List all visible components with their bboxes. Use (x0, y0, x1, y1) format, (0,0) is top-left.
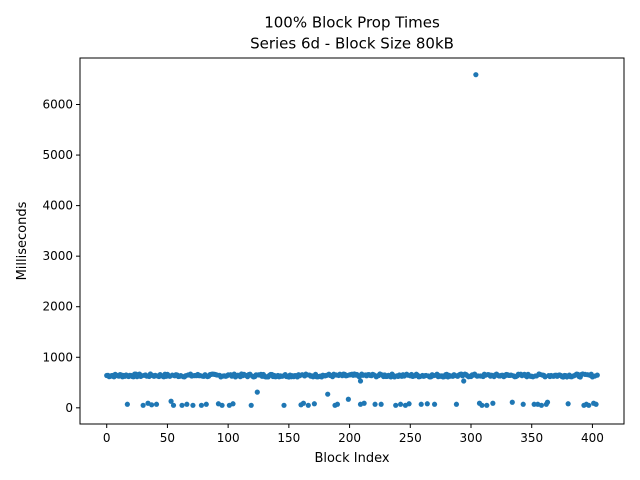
x-tick-label: 350 (520, 431, 543, 445)
data-points-group (104, 72, 600, 408)
data-point (153, 401, 160, 407)
data-point (490, 400, 496, 406)
data-point (424, 401, 430, 407)
data-point (300, 400, 307, 406)
x-tick-label: 0 (103, 431, 111, 445)
data-point (509, 399, 515, 405)
data-point (594, 372, 600, 378)
x-axis-ticks: 0 50 100 150 200 250 300 350 400 (103, 424, 604, 445)
data-point (149, 402, 155, 408)
y-axis-ticks: 0 1000 2000 3000 4000 5000 6000 (42, 98, 80, 415)
x-tick-label: 50 (160, 431, 175, 445)
y-tick-label: 4000 (42, 199, 73, 213)
data-point (334, 401, 341, 407)
data-point (219, 402, 225, 408)
data-point (431, 401, 438, 407)
chart-subtitle: Series 6d - Block Size 80kB (250, 35, 454, 53)
x-tick-label: 200 (338, 431, 361, 445)
x-tick-label: 400 (581, 431, 604, 445)
data-point (230, 401, 236, 407)
x-axis-label: Block Index (314, 451, 389, 466)
data-point (179, 402, 185, 408)
data-point-outlier (345, 396, 351, 402)
data-point (453, 401, 460, 407)
y-tick-label: 2000 (42, 300, 73, 314)
data-point (393, 402, 399, 408)
x-tick-label: 300 (460, 431, 483, 445)
x-tick-label: 150 (277, 431, 300, 445)
y-tick-label: 3000 (42, 249, 73, 263)
data-point-outlier (473, 72, 479, 78)
data-point-outlier (461, 378, 467, 384)
data-point (372, 401, 378, 407)
chart-title: 100% Block Prop Times (264, 14, 440, 32)
y-tick-label: 6000 (42, 98, 73, 112)
data-point (565, 401, 571, 407)
data-point (538, 402, 545, 408)
y-tick-label: 1000 (42, 350, 73, 364)
data-point (140, 402, 146, 408)
plot-area-frame (79, 57, 625, 425)
x-tick-label: 100 (217, 431, 240, 445)
data-point (170, 402, 177, 408)
data-point (124, 401, 130, 407)
y-tick-label: 5000 (42, 148, 73, 162)
data-point (479, 402, 485, 408)
data-point (184, 401, 190, 407)
data-point (281, 402, 287, 408)
data-point (305, 402, 311, 408)
data-point (406, 401, 412, 407)
data-point (198, 402, 205, 408)
data-point (311, 401, 317, 407)
data-point (544, 399, 551, 405)
data-point (190, 402, 196, 408)
y-axis-label: Milliseconds (15, 201, 30, 280)
data-point-outlier (254, 389, 260, 395)
data-point (248, 402, 254, 408)
data-point (520, 401, 526, 407)
data-point (203, 401, 209, 407)
y-tick-label: 0 (65, 401, 73, 415)
x-tick-label: 250 (399, 431, 422, 445)
data-point (397, 401, 404, 407)
data-point (586, 402, 592, 408)
data-point (418, 401, 424, 407)
data-point (531, 401, 537, 407)
data-point-outlier (325, 391, 331, 397)
data-point (593, 401, 599, 407)
data-point-outlier (357, 378, 364, 384)
data-point (168, 398, 174, 404)
data-point (484, 402, 490, 408)
data-point (378, 401, 384, 407)
data-point (361, 400, 367, 406)
